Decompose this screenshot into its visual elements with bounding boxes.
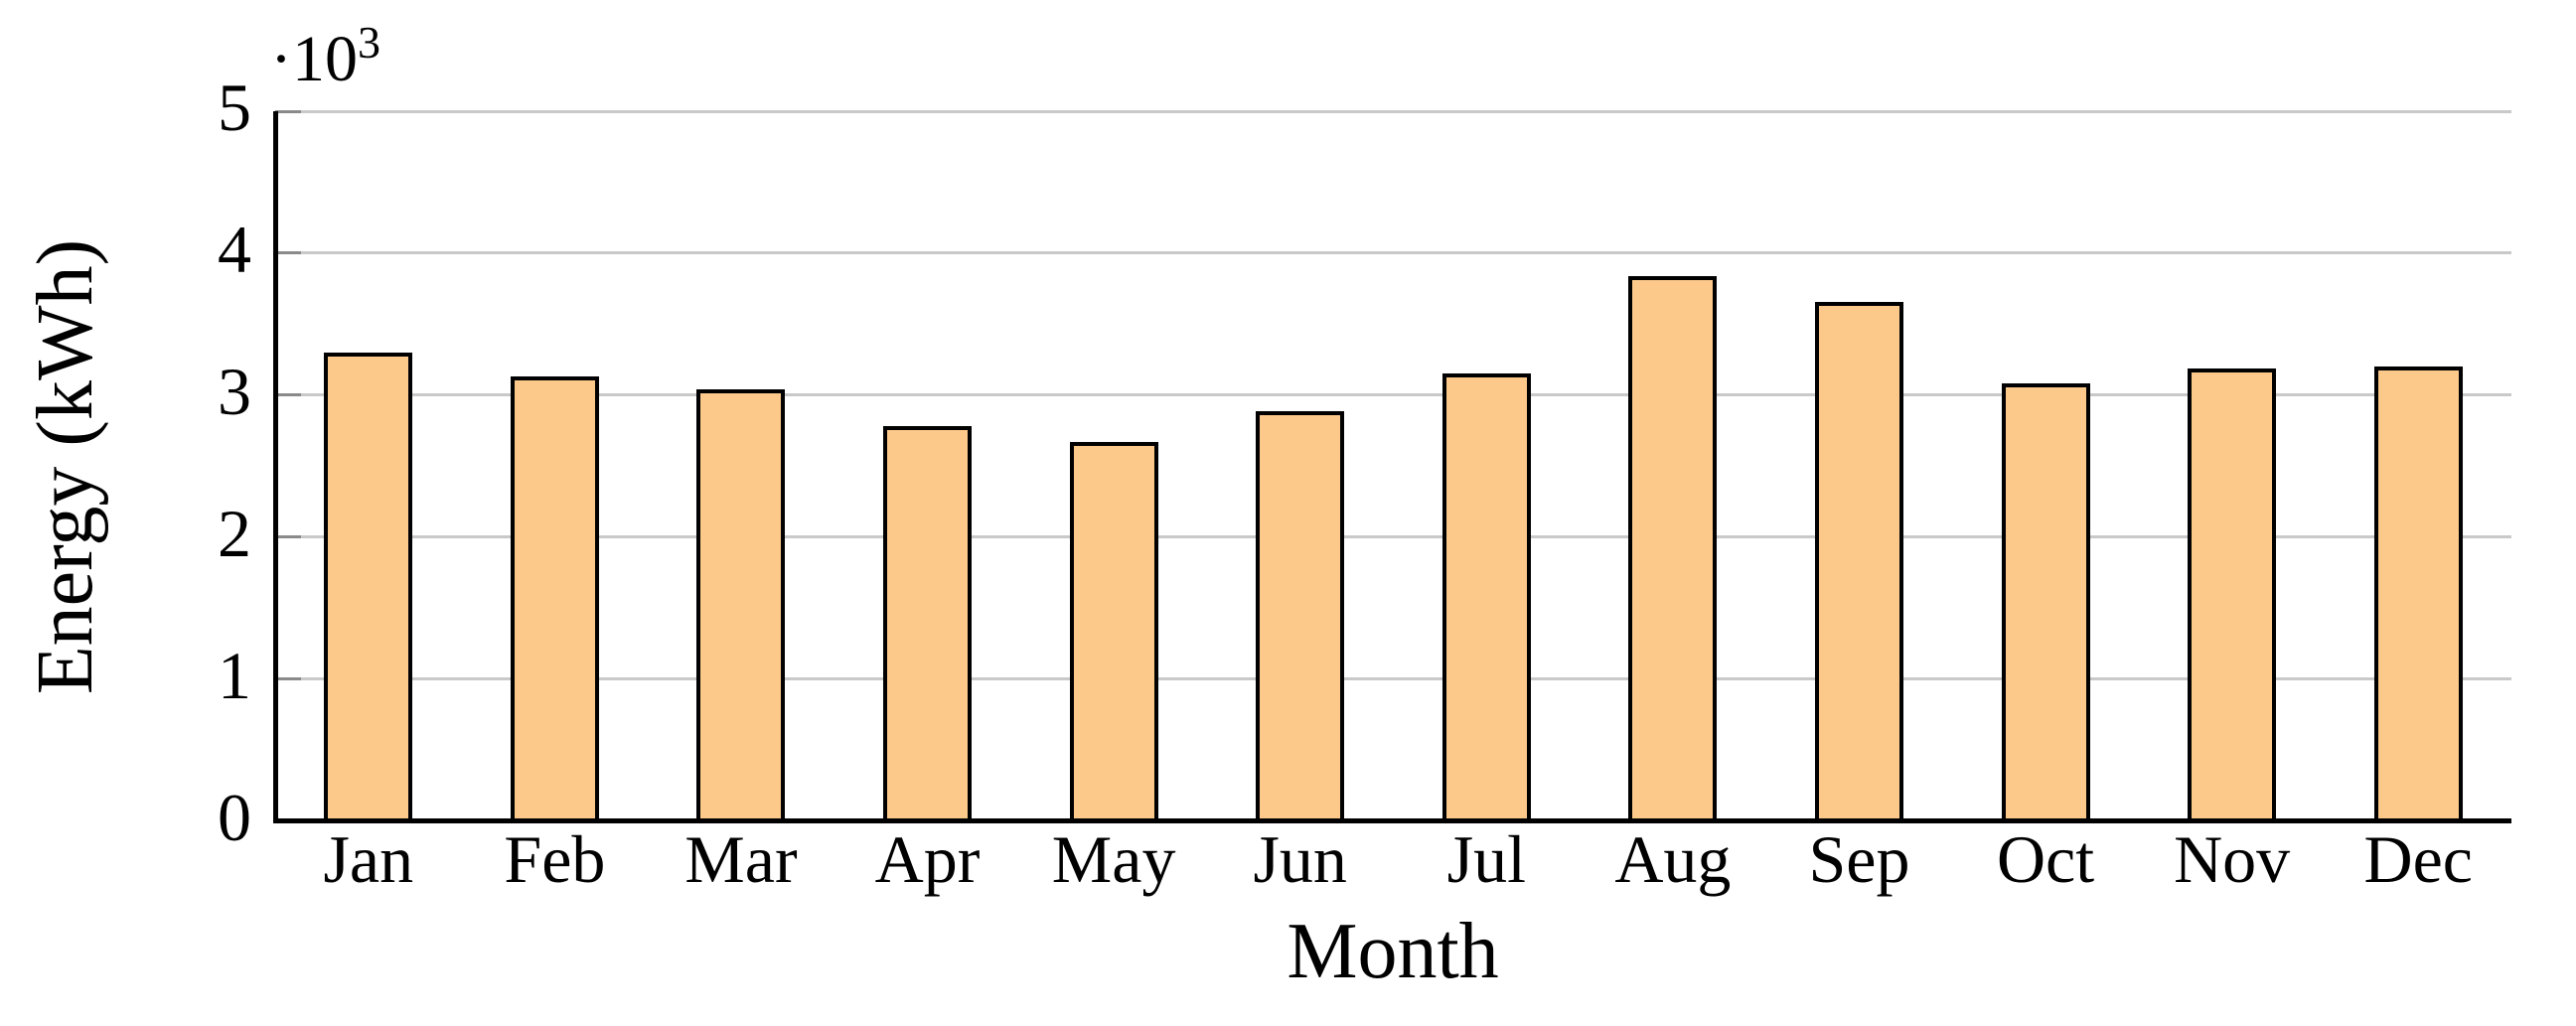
x-tick-label-jul: Jul bbox=[1446, 821, 1526, 897]
y-axis-line bbox=[273, 111, 278, 823]
x-axis-title: Month bbox=[1287, 908, 1499, 995]
x-tick-labels: Jan Feb Mar Apr May Jun Jul Aug Sep Oct Nov Dec bbox=[275, 823, 2511, 913]
y-tick-label-4: 4 bbox=[218, 211, 251, 287]
x-tick-label-may: May bbox=[1051, 821, 1176, 897]
bar-aug bbox=[1628, 275, 1718, 823]
x-tick-label-dec: Dec bbox=[2363, 821, 2473, 897]
gridline-1k bbox=[275, 677, 2511, 681]
bar-sep bbox=[1814, 301, 1903, 823]
gridline-2k bbox=[275, 535, 2511, 539]
gridline-5k bbox=[275, 109, 2511, 113]
x-tick-label-mar: Mar bbox=[684, 821, 798, 897]
plot-area bbox=[275, 109, 2511, 823]
y-tick-mark-3k bbox=[275, 393, 301, 397]
y-axis-multiplier-base: ·10 bbox=[270, 23, 358, 95]
y-tick-label-1: 1 bbox=[218, 637, 251, 713]
y-tick-mark-4k bbox=[275, 251, 301, 255]
y-axis-multiplier: ·103 bbox=[270, 20, 380, 92]
gridline-3k bbox=[275, 393, 2511, 397]
y-tick-mark-2k bbox=[275, 535, 301, 539]
y-tick-label-5: 5 bbox=[218, 69, 251, 145]
x-tick-label-oct: Oct bbox=[1996, 821, 2095, 897]
x-tick-label-feb: Feb bbox=[504, 821, 606, 897]
bar-apr bbox=[883, 426, 973, 823]
x-axis-line bbox=[273, 818, 2511, 823]
gridline-4k bbox=[275, 251, 2511, 255]
bar-dec bbox=[2373, 366, 2463, 823]
x-tick-label-aug: Aug bbox=[1614, 821, 1732, 897]
bar-jan bbox=[324, 352, 413, 823]
bar-may bbox=[1069, 441, 1158, 823]
x-tick-label-jun: Jun bbox=[1253, 821, 1347, 897]
y-tick-mark-1k bbox=[275, 677, 301, 681]
bar-feb bbox=[510, 376, 599, 823]
y-tick-label-3: 3 bbox=[218, 353, 251, 429]
x-tick-label-sep: Sep bbox=[1808, 821, 1910, 897]
x-tick-label-jan: Jan bbox=[323, 821, 414, 897]
y-tick-mark-5k bbox=[275, 109, 301, 113]
bar-mar bbox=[696, 389, 786, 823]
y-axis-multiplier-exponent: 3 bbox=[357, 17, 380, 68]
x-tick-label-apr: Apr bbox=[874, 821, 981, 897]
bar-jul bbox=[1441, 373, 1531, 823]
bar-jun bbox=[1256, 410, 1345, 823]
y-tick-label-0: 0 bbox=[218, 779, 251, 855]
bar-nov bbox=[2188, 367, 2277, 823]
y-tick-label-2: 2 bbox=[218, 495, 251, 571]
bar-oct bbox=[2001, 383, 2090, 823]
x-tick-label-nov: Nov bbox=[2174, 821, 2291, 897]
